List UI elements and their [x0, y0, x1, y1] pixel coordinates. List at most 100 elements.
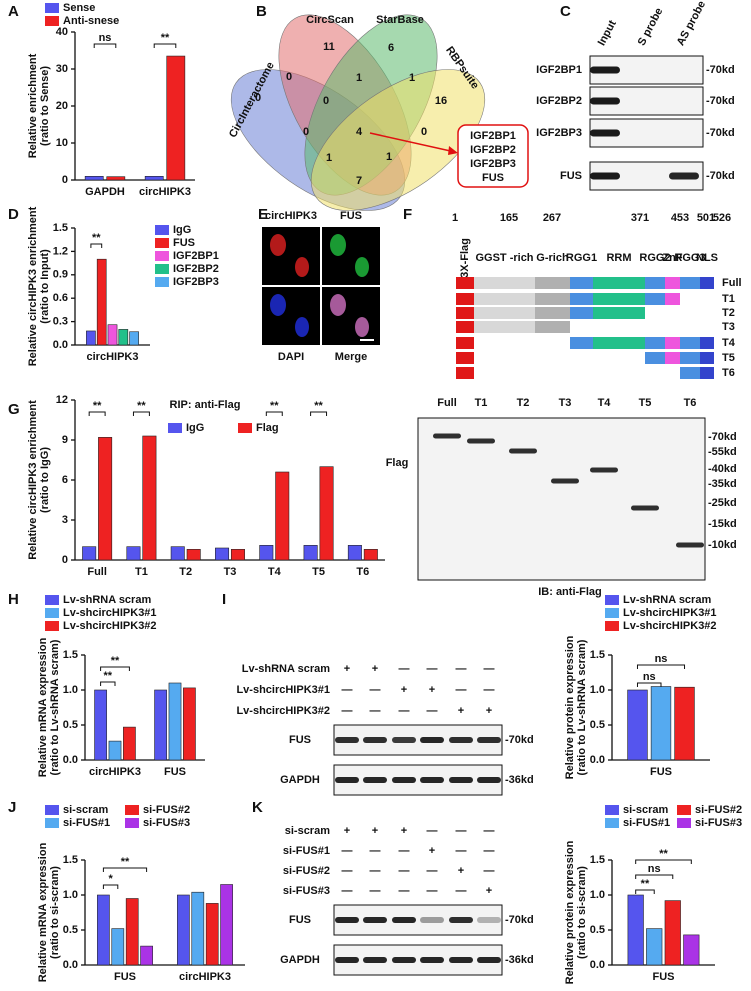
bar: [126, 546, 141, 561]
bar: [98, 437, 113, 561]
condition-label: si-FUS#3: [283, 885, 330, 897]
sign: +: [429, 845, 435, 857]
y-tick-label: 0.0: [590, 959, 605, 971]
venn-set-label: CircScan: [306, 14, 354, 26]
bar: [86, 330, 96, 346]
x-tick-label: circHIPK3: [139, 186, 191, 198]
condition-label: Lv-shRNA scram: [242, 663, 330, 675]
legend-label: Lv-shRNA scram: [63, 594, 151, 606]
gene-label: IGF2BP2: [470, 144, 516, 156]
legend-label: FUS: [173, 237, 195, 249]
significance-bracket: [93, 43, 117, 48]
x-tick-label: FUS: [653, 971, 675, 983]
legend-swatch: [45, 16, 59, 26]
sign: —: [456, 885, 467, 897]
domain-segment: [680, 337, 700, 349]
sign: +: [372, 663, 378, 675]
nucleus: [330, 234, 346, 256]
legend-label: Lv-shcircHIPK3#1: [63, 607, 157, 619]
y-tick-label: 10: [56, 137, 68, 149]
y-tick-label: 0.0: [63, 754, 78, 766]
size-marker: -36kd: [505, 774, 534, 786]
domain-segment: [535, 321, 570, 333]
legend-label: si-scram: [63, 804, 108, 816]
sign: +: [429, 684, 435, 696]
band: [392, 917, 416, 923]
bar: [319, 466, 334, 561]
size-marker: -70kd: [505, 914, 534, 926]
channel-label: DAPI: [278, 351, 304, 363]
x-tick-label: T2: [179, 566, 192, 578]
sign: —: [399, 705, 410, 717]
sign: +: [458, 865, 464, 877]
protein-label: IGF2BP2: [536, 95, 582, 107]
venn-count: 11: [323, 41, 335, 53]
bar: [303, 545, 318, 561]
significance-bracket: [132, 411, 150, 416]
band: [590, 467, 618, 473]
bar: [650, 686, 672, 761]
bar: [82, 546, 97, 561]
sign: +: [401, 825, 407, 837]
y-tick-label: 3: [62, 514, 68, 526]
venn-count: 1: [386, 151, 392, 163]
domain-segment: [645, 337, 665, 349]
band: [335, 957, 359, 963]
band: [363, 777, 387, 783]
legend-swatch: [155, 264, 169, 274]
bar: [347, 545, 362, 561]
y-tick-label: 1.5: [590, 649, 605, 661]
y-tick-label: 1.0: [63, 684, 78, 696]
y-tick-label: 0.5: [590, 719, 605, 731]
sign: —: [370, 845, 381, 857]
legend-swatch: [45, 608, 59, 618]
band: [449, 957, 473, 963]
construct-label: Full: [722, 277, 742, 289]
image-tile: [262, 227, 320, 285]
y-tick-label: 20: [56, 100, 68, 112]
y-tick-label: 30: [56, 63, 68, 75]
band: [669, 172, 699, 180]
domain-segment: [570, 307, 593, 319]
band: [676, 542, 704, 548]
channel-label: Merge: [335, 351, 367, 363]
domain-segment: [593, 293, 645, 305]
significance-label: ns: [648, 863, 661, 875]
band: [433, 433, 461, 439]
position-label: 501: [697, 212, 715, 224]
x-tick-label: GAPDH: [85, 186, 125, 198]
nucleus: [295, 317, 309, 337]
domain-segment: [680, 352, 700, 364]
y-tick-label: 0: [62, 554, 68, 566]
y-tick-label: 12: [56, 394, 68, 406]
sign: —: [399, 885, 410, 897]
venn-count: 0: [255, 92, 261, 104]
panel-label: E: [258, 206, 268, 223]
legend-swatch: [677, 805, 691, 815]
sign: —: [484, 865, 495, 877]
panel-label: K: [252, 799, 263, 816]
significance-label: **: [92, 232, 101, 244]
significance-label: **: [111, 655, 120, 667]
domain-segment: [680, 367, 700, 379]
y-axis-label: Relative mRNA expression: [37, 637, 49, 777]
significance-bracket: [153, 43, 177, 48]
x-tick-label: circHIPK3: [89, 766, 141, 778]
domain-label: RGG2: [639, 252, 670, 264]
significance-label: **: [659, 848, 668, 860]
y-tick-label: 0.5: [63, 719, 78, 731]
y-tick-label: 0.9: [53, 269, 68, 281]
band: [590, 66, 620, 74]
sign: +: [486, 705, 492, 717]
y-axis-label: (ratio to Lv-shRNA scram): [576, 639, 588, 775]
sign: —: [456, 825, 467, 837]
panel-label: H: [8, 591, 19, 608]
bar: [215, 547, 230, 561]
legend-label: Lv-shcircHIPK3#2: [63, 620, 157, 632]
sign: +: [344, 663, 350, 675]
legend-label: IGF2BP2: [173, 263, 219, 275]
significance-bracket: [635, 889, 655, 894]
y-tick-label: 1.5: [63, 854, 78, 866]
legend-label: si-FUS#1: [623, 817, 670, 829]
nucleus: [295, 257, 309, 277]
